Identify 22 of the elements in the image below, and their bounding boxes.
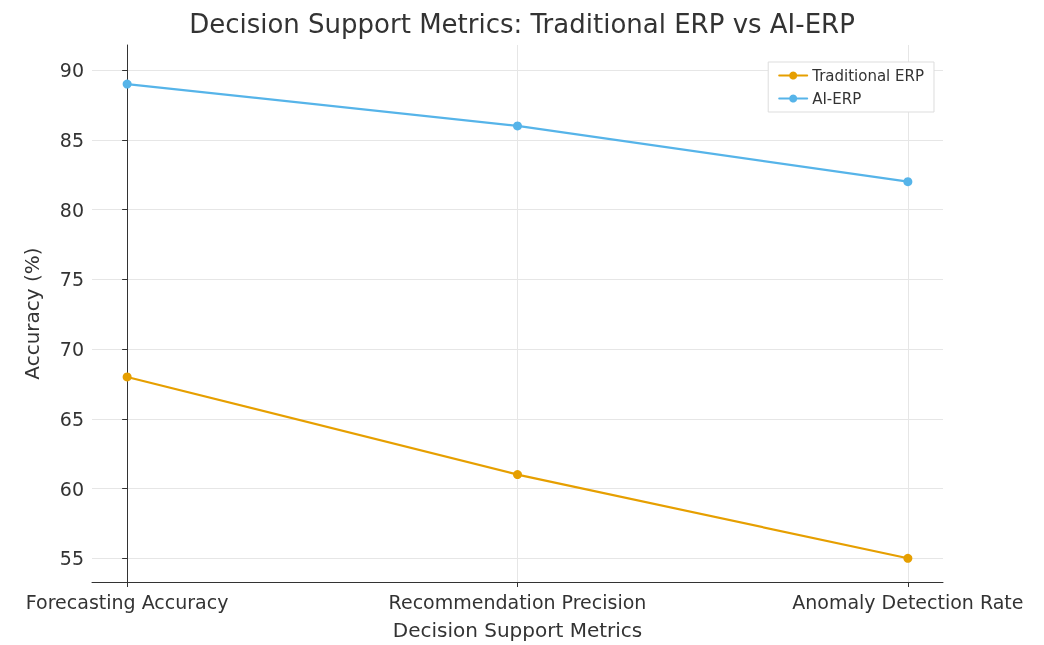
y-tick-label: 60 — [59, 477, 84, 500]
y-tick-label: 55 — [59, 547, 84, 570]
y-tick-label: 85 — [59, 128, 84, 151]
point — [903, 553, 913, 563]
y-tick-label: 80 — [59, 198, 84, 221]
chart-title: Decision Support Metrics: Traditional ERP vs AI-ERP — [189, 9, 855, 39]
x-tick-label: Anomaly Detection Rate — [792, 590, 1024, 613]
y-tick-label: 75 — [59, 268, 84, 291]
y-axis-title: Accuracy (%) — [20, 247, 44, 380]
point — [513, 470, 522, 480]
point — [513, 121, 522, 131]
x-axis-title: Decision Support Metrics — [392, 618, 643, 642]
legend-label: Traditional ERP — [811, 66, 924, 85]
y-tick-label: 65 — [59, 407, 84, 430]
legend-label: AI-ERP — [812, 89, 862, 108]
point — [122, 79, 132, 89]
x-tick-label: Recommendation Precision — [388, 590, 647, 613]
point — [122, 372, 132, 382]
point — [903, 177, 913, 187]
x-tick-label: Forecasting Accuracy — [25, 590, 229, 613]
y-tick-label: 70 — [59, 338, 84, 361]
y-tick-label: 90 — [59, 59, 84, 82]
